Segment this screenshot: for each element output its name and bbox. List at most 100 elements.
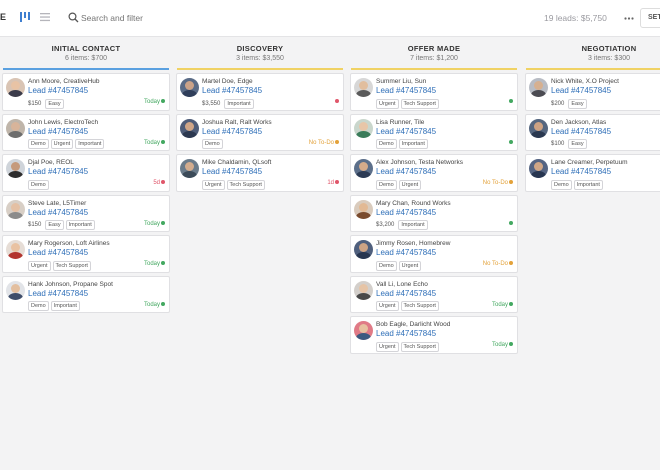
kanban-view-icon[interactable] bbox=[19, 11, 31, 23]
lead-link[interactable]: Lead #47457845 bbox=[202, 126, 263, 136]
tag-badge[interactable]: Urgent bbox=[202, 179, 225, 190]
avatar[interactable] bbox=[354, 78, 373, 97]
contact-name[interactable]: Lisa Runner, Tile bbox=[376, 118, 425, 126]
tag-badge[interactable]: Easy bbox=[568, 139, 587, 149]
lead-link[interactable]: Lead #47457845 bbox=[551, 167, 612, 176]
tag-badge[interactable]: Demo bbox=[376, 260, 397, 271]
due-status[interactable]: No To-Do bbox=[483, 261, 513, 267]
lead-link[interactable]: Lead #47457845 bbox=[376, 126, 437, 136]
avatar[interactable] bbox=[6, 199, 25, 219]
settings-button[interactable]: SET bbox=[640, 8, 660, 28]
lead-link[interactable]: Lead #47457845 bbox=[376, 207, 437, 217]
contact-name[interactable]: Den Jackson, Atlas bbox=[551, 118, 607, 126]
lead-card[interactable]: Den Jackson, Atlas Lead #47457845 $100 Easy bbox=[525, 113, 660, 151]
lead-card[interactable]: Ann Moore, CreativeHub Lead #47457845 $150… bbox=[2, 73, 170, 111]
more-options-icon[interactable] bbox=[624, 17, 634, 20]
avatar[interactable] bbox=[180, 78, 199, 97]
contact-name[interactable]: John Lewis, ElectroTech bbox=[28, 118, 99, 126]
avatar[interactable] bbox=[6, 240, 25, 259]
due-status[interactable]: Today bbox=[492, 302, 513, 308]
avatar[interactable] bbox=[354, 280, 373, 300]
contact-name[interactable]: Nick White, X.O Project bbox=[551, 78, 619, 85]
due-status[interactable]: Today bbox=[144, 221, 165, 227]
tag-badge[interactable]: Demo bbox=[551, 179, 572, 190]
lead-link[interactable]: Lead #47457845 bbox=[28, 207, 89, 217]
due-status[interactable]: Today bbox=[492, 342, 513, 348]
tag-badge[interactable]: Important bbox=[224, 98, 254, 109]
avatar[interactable] bbox=[354, 240, 373, 259]
lead-card[interactable]: Steve Late, L5Timer Lead #47457845 $150 Eas… bbox=[2, 194, 170, 232]
lead-card[interactable]: Joshua Ralt, Ralt Works Lead #47457845 Dem… bbox=[176, 113, 344, 151]
tag-badge[interactable]: Urgent bbox=[50, 139, 74, 149]
avatar[interactable] bbox=[180, 118, 199, 138]
tag-badge[interactable]: Demo bbox=[28, 301, 49, 311]
avatar[interactable] bbox=[529, 78, 548, 97]
tag-badge[interactable]: Urgent bbox=[28, 260, 51, 271]
contact-name[interactable]: Bob Eagle, Darlicht Wood bbox=[376, 321, 451, 328]
contact-name[interactable]: Vall Li, Lone Echo bbox=[376, 280, 428, 288]
lead-link[interactable]: Lead #47457845 bbox=[28, 288, 89, 298]
tag-badge[interactable]: Important bbox=[65, 220, 95, 230]
tag-badge[interactable]: Demo bbox=[28, 139, 49, 149]
contact-name[interactable]: Martel Doe, Edge bbox=[202, 78, 253, 85]
tag-badge[interactable]: Tech Support bbox=[400, 301, 439, 311]
lead-card[interactable]: Hank Johnson, Propane Spot Lead #47457845… bbox=[2, 275, 170, 313]
avatar[interactable] bbox=[6, 118, 25, 138]
contact-name[interactable]: Mike Chaldamin, QLsoft bbox=[202, 159, 272, 166]
lead-link[interactable]: Lead #47457845 bbox=[28, 86, 89, 95]
contact-name[interactable]: Lane Creamer, Perpetuum bbox=[551, 159, 628, 166]
lead-card[interactable]: Mary Chan, Round Works Lead #47457845 $3,2… bbox=[350, 194, 518, 232]
tag-badge[interactable]: Urgent bbox=[398, 260, 422, 271]
tag-badge[interactable]: Demo bbox=[376, 179, 397, 190]
contact-name[interactable]: Joshua Ralt, Ralt Works bbox=[202, 118, 272, 126]
tag-badge[interactable]: Important bbox=[50, 301, 80, 311]
lead-link[interactable]: Lead #47457845 bbox=[28, 167, 89, 176]
tag-badge[interactable]: Urgent bbox=[376, 98, 399, 109]
due-status[interactable]: Today bbox=[144, 302, 165, 308]
lead-card[interactable]: Mary Rogerson, Loft Airlines Lead #474578… bbox=[2, 235, 170, 273]
due-status[interactable] bbox=[508, 99, 513, 105]
lead-link[interactable]: Lead #47457845 bbox=[28, 248, 89, 257]
lead-card[interactable]: Lisa Runner, Tile Lead #47457845 Demo Impor… bbox=[350, 113, 518, 151]
tag-badge[interactable]: Demo bbox=[28, 179, 49, 190]
due-status[interactable]: Today bbox=[144, 99, 165, 105]
tag-badge[interactable]: Important bbox=[398, 139, 428, 149]
contact-name[interactable]: Ann Moore, CreativeHub bbox=[28, 78, 100, 85]
lead-card[interactable]: Vall Li, Lone Echo Lead #47457845 Urgent Te… bbox=[350, 275, 518, 313]
lead-card[interactable]: Djal Poe, REOL Lead #47457845 Demo 5d bbox=[2, 154, 170, 192]
due-status[interactable] bbox=[334, 99, 339, 105]
lead-card[interactable]: Lane Creamer, Perpetuum Lead #47457845 Dem… bbox=[525, 154, 660, 192]
lead-card[interactable]: Alex Johnson, Testa Networks Lead #474578… bbox=[350, 154, 518, 192]
due-status[interactable]: 5d bbox=[153, 180, 165, 186]
lead-link[interactable]: Lead #47457845 bbox=[28, 126, 89, 136]
due-status[interactable]: No To-Do bbox=[483, 180, 513, 186]
lead-card[interactable]: Bob Eagle, Darlicht Wood Lead #47457845 Ur… bbox=[350, 316, 518, 354]
tag-badge[interactable]: Easy bbox=[45, 98, 64, 109]
lead-card[interactable]: Nick White, X.O Project Lead #47457845 $20… bbox=[525, 73, 660, 111]
contact-name[interactable]: Hank Johnson, Propane Spot bbox=[28, 280, 113, 288]
contact-name[interactable]: Mary Rogerson, Loft Airlines bbox=[28, 240, 110, 247]
lead-card[interactable]: Summer Liu, Sun Lead #47457845 Urgent Tech … bbox=[350, 73, 518, 111]
list-view-icon[interactable] bbox=[39, 11, 51, 23]
tag-badge[interactable]: Urgent bbox=[376, 341, 399, 352]
contact-name[interactable]: Jimmy Rosen, Homebrew bbox=[376, 240, 451, 247]
lead-link[interactable]: Lead #47457845 bbox=[202, 86, 263, 95]
avatar[interactable] bbox=[6, 280, 25, 300]
lead-card[interactable]: Jimmy Rosen, Homebrew Lead #47457845 Demo U… bbox=[350, 235, 518, 273]
due-status[interactable] bbox=[508, 139, 513, 146]
avatar[interactable] bbox=[6, 78, 25, 97]
tag-badge[interactable]: Tech Support bbox=[52, 260, 91, 271]
avatar[interactable] bbox=[354, 199, 373, 219]
contact-name[interactable]: Alex Johnson, Testa Networks bbox=[376, 159, 463, 166]
tag-badge[interactable]: Tech Support bbox=[226, 179, 265, 190]
tag-badge[interactable]: Demo bbox=[376, 139, 397, 149]
lead-card[interactable]: Martel Doe, Edge Lead #47457845 $3,550 Impo… bbox=[176, 73, 344, 111]
contact-name[interactable]: Summer Liu, Sun bbox=[376, 78, 427, 85]
contact-name[interactable]: Steve Late, L5Timer bbox=[28, 199, 87, 207]
lead-card[interactable]: John Lewis, ElectroTech Lead #47457845 Dem… bbox=[2, 113, 170, 151]
due-status[interactable]: 1d bbox=[327, 180, 339, 186]
avatar[interactable] bbox=[6, 159, 25, 178]
due-status[interactable]: Today bbox=[144, 261, 165, 267]
tag-badge[interactable]: Tech Support bbox=[400, 341, 439, 352]
tag-badge[interactable]: Important bbox=[573, 179, 603, 190]
